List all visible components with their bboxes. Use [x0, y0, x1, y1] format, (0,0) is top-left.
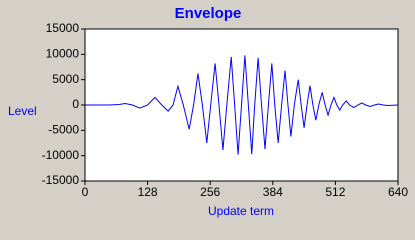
x-tick-label: 256	[200, 185, 220, 199]
chart-title: Envelope	[175, 5, 242, 22]
y-tick-label: 0	[72, 97, 79, 111]
y-tick-label: 15000	[46, 21, 80, 35]
x-tick-label: 512	[325, 185, 345, 199]
y-tick-label: 5000	[52, 72, 79, 86]
y-tick-label: -5000	[48, 123, 79, 137]
x-tick-label: 384	[263, 185, 283, 199]
y-axis-label: Level	[8, 104, 37, 118]
y-tick-label: -15000	[42, 173, 80, 187]
x-tick-label: 0	[82, 185, 89, 199]
x-tick-label: 640	[388, 185, 408, 199]
data-line	[85, 55, 399, 155]
y-tick-label: 10000	[46, 47, 80, 61]
x-axis-label: Update term	[208, 204, 274, 218]
y-tick-label: -10000	[42, 148, 80, 162]
x-tick-label: 128	[138, 185, 158, 199]
chart: Envelope Update term Level -15000 -10000 -…	[8, 4, 409, 219]
